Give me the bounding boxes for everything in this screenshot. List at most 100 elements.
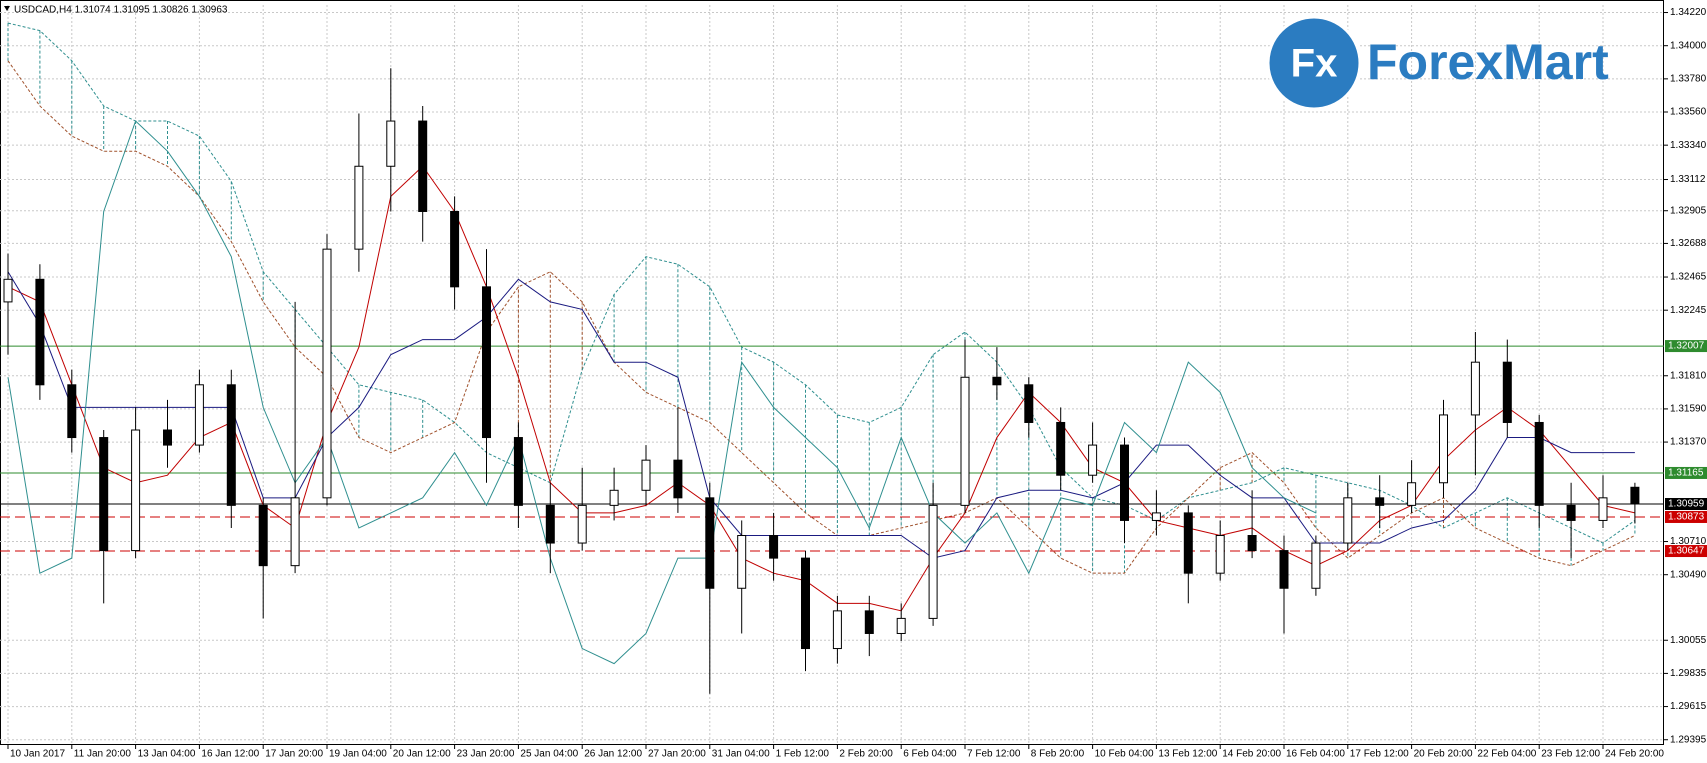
candle-body	[673, 459, 683, 499]
price-levels	[0, 345, 1664, 552]
y-tick-label: 1.32905	[1670, 205, 1707, 216]
x-tick-label: 14 Feb 20:00	[1222, 749, 1281, 760]
candle-body	[290, 497, 300, 567]
candle-body	[3, 278, 13, 303]
candle-body	[1279, 550, 1289, 589]
candle-body	[163, 429, 172, 446]
x-tick-label: 2 Feb 20:00	[839, 749, 893, 760]
candle-body	[354, 165, 364, 250]
candle-body	[513, 437, 523, 506]
candle-body	[1311, 542, 1321, 589]
candle-body	[801, 557, 810, 650]
candle-body	[418, 120, 428, 212]
candle-body	[705, 497, 715, 589]
y-tick-label: 1.31810	[1670, 370, 1707, 381]
candle-body	[864, 610, 874, 634]
x-tick-label: 16 Feb 04:00	[1286, 749, 1345, 760]
candle-body	[99, 437, 109, 552]
candle-body	[1343, 497, 1353, 544]
candle-body	[482, 286, 491, 439]
x-tick-label: 17 Jan 20:00	[265, 749, 323, 760]
x-tick-label: 6 Feb 04:00	[903, 749, 957, 760]
candle-body	[1024, 384, 1034, 423]
x-tick-label: 31 Jan 04:00	[712, 749, 770, 760]
y-tick-label: 1.29395	[1670, 734, 1707, 745]
candle-body	[322, 248, 332, 499]
x-tick-label: 20 Jan 12:00	[393, 749, 451, 760]
candle-body	[1056, 421, 1066, 476]
candle-body	[35, 278, 45, 386]
logo-circle	[1266, 15, 1362, 111]
candle-body	[1183, 512, 1193, 574]
candle-body	[992, 376, 1002, 386]
candle-body	[1088, 444, 1098, 476]
logo: Fx ForexMart	[1266, 15, 1609, 111]
x-tick-label: 13 Jan 04:00	[138, 749, 196, 760]
y-tick-label: 1.29615	[1670, 701, 1707, 712]
y-tick-label: 1.34220	[1670, 7, 1707, 18]
candle-body	[450, 210, 460, 288]
level-label-bg	[1665, 340, 1707, 353]
x-tick-label: 11 Jan 20:00	[74, 749, 132, 760]
chart-title: USDCAD,H4 1.31074 1.31095 1.30826 1.3096…	[14, 5, 228, 16]
plot-frame	[0, 0, 1664, 745]
candle-body	[1598, 497, 1608, 521]
candle-body	[609, 489, 619, 506]
y-tick-label: 1.33780	[1670, 73, 1707, 84]
y-tick-label: 1.29835	[1670, 668, 1707, 679]
candle-body	[1439, 414, 1448, 484]
x-tick-label: 10 Jan 2017	[10, 749, 65, 760]
x-tick-label: 25 Jan 04:00	[520, 749, 578, 760]
level-label-bg	[1665, 466, 1707, 479]
candle-body	[386, 120, 396, 167]
level-label: 1.32007	[1668, 341, 1705, 352]
level-label: 1.31165	[1668, 468, 1704, 479]
candle-body	[1534, 421, 1544, 506]
candle-body	[545, 504, 555, 544]
x-tick-label: 7 Feb 12:00	[967, 749, 1021, 760]
x-tick-label: 22 Feb 04:00	[1477, 749, 1536, 760]
x-tick-label: 23 Feb 12:00	[1541, 749, 1600, 760]
indicator-lines	[7, 120, 1636, 665]
candle-body	[960, 376, 970, 506]
candle-body	[1151, 512, 1161, 521]
candle-body	[769, 535, 779, 559]
candle-body	[1375, 497, 1385, 506]
candle-body	[1630, 486, 1640, 505]
y-tick-label: 1.30490	[1670, 569, 1707, 580]
y-tick-label: 1.32245	[1670, 305, 1707, 316]
candle-body	[896, 617, 906, 634]
candle-body	[832, 610, 842, 650]
candle-body	[194, 384, 204, 446]
x-tick-label: 23 Jan 20:00	[457, 749, 515, 760]
title-arrow	[4, 6, 10, 11]
x-tick-label: 10 Feb 04:00	[1095, 749, 1154, 760]
x-tick-label: 16 Jan 12:00	[201, 749, 259, 760]
y-tick-label: 1.30055	[1670, 635, 1707, 646]
candle-body	[67, 384, 77, 439]
x-tick-label: 26 Jan 12:00	[584, 749, 642, 760]
candle-body	[577, 504, 587, 544]
candle-body	[258, 504, 268, 567]
price-axis: 1.34220 1.34000 1.33780 1.33560 1.33340 1.331…	[7, 7, 1707, 760]
x-tick-label: 17 Feb 12:00	[1350, 749, 1409, 760]
candle-body	[1566, 504, 1576, 521]
candles	[3, 68, 1640, 694]
y-tick-label: 1.33560	[1670, 107, 1707, 118]
level-label: 1.30873	[1668, 512, 1705, 523]
level-label-bg	[1665, 510, 1707, 523]
span-b	[7, 60, 1636, 574]
logo-mark: Fx	[1291, 42, 1338, 86]
x-tick-label: 27 Jan 20:00	[648, 749, 706, 760]
level-label-bg	[1665, 545, 1707, 558]
indicator-line	[7, 165, 1636, 612]
y-tick-label: 1.32465	[1670, 272, 1707, 283]
y-tick-label: 1.31590	[1670, 404, 1707, 415]
candle-body	[1470, 361, 1480, 416]
candle-body	[928, 504, 938, 619]
candle-body	[641, 459, 651, 491]
x-tick-label: 1 Feb 12:00	[776, 749, 830, 760]
y-tick-label: 1.32688	[1670, 238, 1707, 249]
x-tick-label: 20 Feb 20:00	[1414, 749, 1473, 760]
